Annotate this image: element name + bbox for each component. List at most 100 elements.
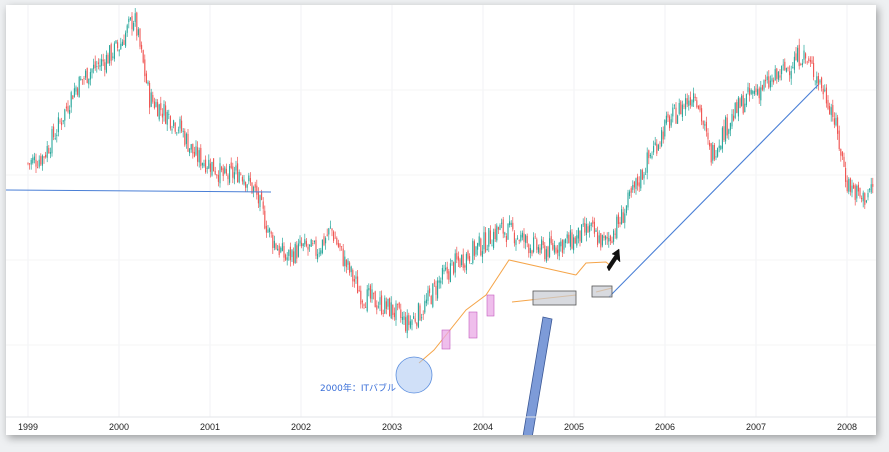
candle-body: [353, 279, 355, 282]
x-tick-label: 2003: [382, 422, 402, 432]
candle-body: [582, 223, 584, 225]
candle-body: [424, 301, 426, 313]
candle-body: [261, 191, 263, 200]
candle-body: [160, 103, 162, 111]
candle-body: [201, 163, 203, 166]
candle-body: [601, 234, 603, 246]
candle-body: [587, 226, 589, 233]
candle-body: [49, 152, 51, 154]
candle-body: [317, 254, 319, 260]
candle-body: [710, 143, 712, 163]
candle-body: [401, 316, 403, 320]
candle-body: [270, 232, 272, 234]
candle-body: [89, 71, 91, 80]
candle-body: [659, 142, 661, 144]
candle-body: [198, 150, 200, 163]
candle-body: [285, 254, 287, 260]
candle-body: [171, 129, 173, 131]
x-tick-label: 2006: [655, 422, 675, 432]
candle-body: [310, 239, 312, 247]
channel-line: [418, 259, 577, 364]
candle-body: [861, 198, 863, 200]
candle-body: [193, 151, 195, 157]
candle-body: [96, 66, 98, 67]
candle-body: [726, 117, 728, 136]
candle-body: [777, 71, 779, 80]
candle-body: [646, 152, 648, 173]
candle-body: [430, 296, 432, 305]
candle-body: [133, 23, 135, 31]
candle-body: [798, 44, 800, 67]
candle-body: [537, 246, 539, 253]
candle-body: [254, 184, 256, 188]
candle-body: [81, 79, 83, 81]
candle-body: [481, 251, 483, 257]
candle-body: [653, 146, 655, 153]
candle-body: [374, 291, 376, 308]
candle-body: [654, 142, 656, 146]
highlight-rect-pink: [486, 294, 495, 317]
candle-body: [349, 262, 351, 273]
candle-body: [702, 121, 704, 125]
candle-body: [403, 316, 405, 320]
candle-body: [38, 159, 40, 167]
candle-body: [112, 56, 114, 58]
candle-body: [541, 239, 543, 250]
candle-body: [301, 242, 303, 247]
candle-body: [318, 252, 320, 254]
candle-body: [230, 162, 232, 168]
candle-body: [686, 98, 688, 105]
candle-body: [496, 225, 498, 241]
candle-body: [835, 117, 837, 126]
candle-body: [521, 232, 523, 238]
candle-body: [518, 240, 520, 241]
candle-body: [566, 234, 568, 239]
candle-body: [862, 192, 864, 202]
candle-body: [136, 12, 138, 36]
candle-body: [326, 234, 328, 236]
candle-body: [662, 131, 664, 140]
candle-body: [200, 147, 202, 167]
candle-body: [213, 158, 215, 172]
candle-body: [221, 166, 223, 171]
candle-body: [793, 56, 795, 70]
candle-body: [224, 167, 226, 174]
candle-body: [99, 65, 101, 67]
candle-body: [438, 280, 440, 283]
candle-body: [413, 316, 415, 319]
candle-body: [315, 240, 317, 256]
candle-body: [515, 240, 517, 245]
candle-body: [62, 120, 64, 122]
candle-body: [437, 280, 439, 299]
candle-body: [549, 238, 551, 258]
candle-body: [643, 174, 645, 179]
candle-body: [309, 244, 311, 247]
candle-body: [489, 230, 491, 244]
candle-body: [441, 267, 443, 280]
candle-body: [625, 205, 627, 213]
candle-body: [379, 297, 381, 305]
candle-body: [763, 80, 765, 90]
candle-body: [816, 76, 818, 84]
candle-body: [510, 222, 512, 226]
candle-body: [305, 240, 307, 247]
arrow-pointer-blue: [522, 316, 553, 435]
candle-body: [141, 44, 143, 50]
candle-body: [293, 251, 295, 264]
candle-body: [509, 221, 511, 225]
candle-body: [499, 225, 501, 231]
candle-body: [670, 119, 672, 126]
candle-body: [704, 124, 706, 126]
candle-body: [65, 106, 67, 109]
candle-body: [195, 146, 197, 155]
candle-body: [118, 49, 120, 52]
candle-body: [651, 155, 653, 159]
candle-body: [745, 93, 747, 106]
candle-body: [446, 266, 448, 274]
candle-body: [157, 102, 159, 117]
candle-body: [459, 259, 461, 268]
candle-body: [304, 239, 306, 245]
candle-body: [341, 246, 343, 248]
candle-body: [688, 100, 690, 106]
candle-body: [611, 240, 613, 244]
